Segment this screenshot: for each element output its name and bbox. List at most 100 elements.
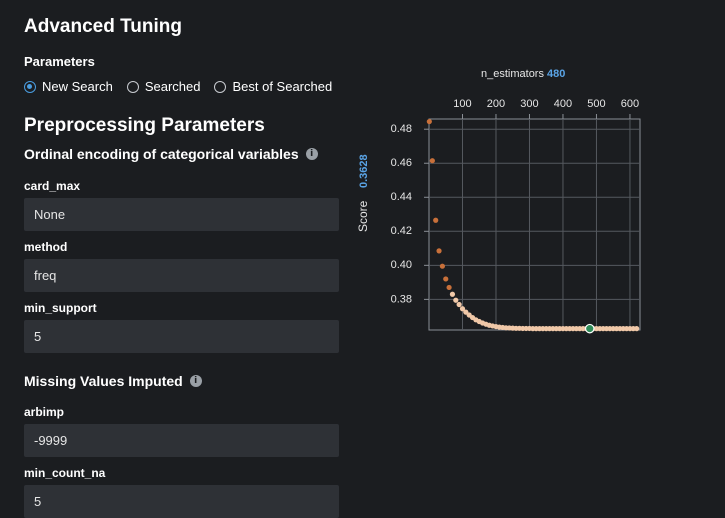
plot-frame	[428, 118, 641, 331]
data-point	[433, 217, 439, 223]
data-point	[543, 326, 549, 332]
data-point	[550, 326, 556, 332]
data-point	[506, 325, 512, 331]
data-point	[453, 297, 459, 303]
data-point	[439, 263, 445, 269]
data-point	[490, 323, 496, 329]
data-point	[513, 325, 519, 331]
y-axis-label: Score	[356, 200, 370, 232]
y-tick-label: 0.38	[391, 293, 412, 305]
data-point	[473, 317, 479, 323]
radio-searched-label: Searched	[144, 79, 201, 94]
data-point	[553, 326, 559, 332]
data-point	[540, 326, 546, 332]
data-point	[630, 326, 636, 332]
data-point	[429, 158, 435, 164]
missing-values-title: Missing Values Imputed	[24, 373, 183, 389]
data-point	[436, 248, 442, 254]
data-point	[469, 314, 476, 321]
y-tick-label: 0.48	[391, 123, 412, 135]
radio-new-search-indicator	[24, 80, 36, 93]
info-icon[interactable]: i	[189, 375, 202, 387]
data-point	[459, 306, 466, 312]
data-point	[560, 326, 566, 332]
arbimp-input[interactable]: -9999	[24, 424, 339, 457]
x-tick-label: 300	[520, 98, 538, 110]
chart-title: n_estimators 480	[481, 68, 565, 80]
data-point	[463, 309, 469, 315]
data-point	[479, 320, 486, 326]
data-point	[533, 326, 539, 332]
data-point	[456, 301, 462, 308]
data-point	[573, 326, 579, 332]
data-point	[634, 326, 640, 332]
min-support-label: min_support	[24, 301, 97, 315]
data-point	[620, 326, 626, 332]
x-tick-label: 600	[621, 98, 639, 110]
radio-searched[interactable]: Searched	[126, 79, 201, 94]
data-point	[613, 326, 620, 332]
min-count-na-label: min_count_na	[24, 466, 106, 480]
chart-param-value: 480	[546, 68, 566, 80]
data-point	[600, 326, 606, 332]
data-point	[483, 321, 489, 327]
data-point	[536, 326, 543, 332]
data-point	[446, 284, 452, 291]
data-point	[526, 325, 533, 332]
data-point	[449, 291, 456, 297]
data-point	[603, 326, 610, 332]
data-point	[597, 326, 603, 332]
page-title: Advanced Tuning	[24, 16, 182, 37]
x-tick-label: 500	[587, 98, 605, 110]
data-point	[617, 326, 623, 332]
data-point	[580, 326, 586, 332]
chart-param-name: n_estimators	[481, 68, 544, 80]
data-point	[426, 118, 432, 125]
data-point	[583, 326, 590, 332]
data-point	[590, 326, 596, 332]
parameters-label: Parameters	[24, 54, 95, 69]
data-point	[486, 322, 492, 328]
y-tick-label: 0.42	[391, 225, 412, 237]
data-point	[520, 325, 526, 332]
radio-best-of-searched-indicator	[214, 80, 227, 93]
y-tick-label: 0.40	[391, 259, 412, 271]
min-support-input[interactable]: 5	[24, 320, 339, 353]
arbimp-label: arbimp	[24, 405, 65, 419]
radio-searched-indicator	[126, 80, 139, 93]
radio-new-search-label: New Search	[42, 79, 113, 94]
data-point	[563, 326, 569, 332]
preprocessing-title: Preprocessing Parameters	[24, 115, 265, 136]
ordinal-encoding-title: Ordinal encoding of categorical variable…	[24, 146, 299, 162]
data-point	[443, 276, 449, 282]
data-point	[557, 326, 563, 332]
data-point	[593, 326, 600, 332]
method-input[interactable]: freq	[24, 259, 339, 292]
radio-best-of-searched[interactable]: Best of Searched	[214, 79, 332, 94]
info-icon[interactable]: i	[305, 148, 318, 160]
data-point	[516, 325, 523, 331]
data-point	[500, 324, 506, 331]
selected-data-point	[584, 323, 595, 334]
missing-values-heading: Missing Values Imputed i	[24, 373, 202, 389]
card-max-input[interactable]: None	[24, 198, 339, 231]
x-tick-label: 200	[487, 98, 505, 110]
data-point	[624, 326, 630, 332]
data-point	[476, 318, 482, 325]
data-point	[530, 326, 536, 332]
search-type-radio-group: New Search Searched Best of Searched	[24, 79, 346, 94]
data-point	[570, 326, 576, 332]
data-point	[503, 325, 509, 331]
data-point	[496, 324, 502, 330]
data-point	[466, 312, 472, 318]
card-max-label: card_max	[24, 179, 81, 193]
data-point	[510, 325, 516, 331]
data-point	[493, 323, 499, 330]
data-point	[546, 326, 553, 332]
x-tick-label: 400	[554, 98, 572, 110]
y-axis-score-value: 0.3628	[358, 154, 370, 188]
radio-new-search[interactable]: New Search	[24, 79, 113, 94]
method-label: method	[24, 240, 68, 254]
data-point	[627, 326, 633, 332]
min-count-na-input[interactable]: 5	[24, 485, 339, 518]
